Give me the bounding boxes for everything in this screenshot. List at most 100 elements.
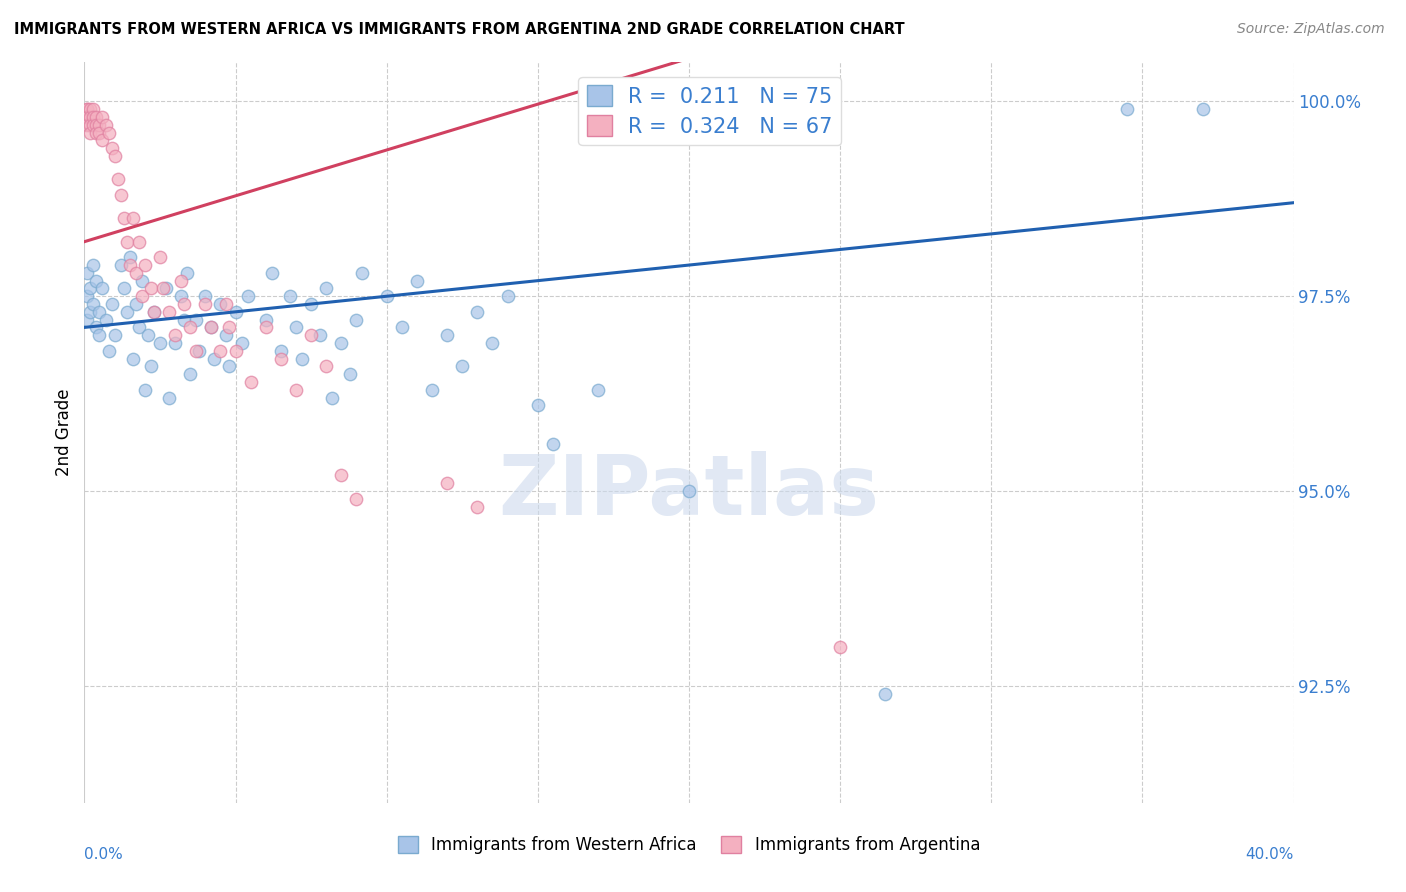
Point — [139, 359, 162, 374]
Point — [82, 110, 104, 124]
Point — [89, 328, 111, 343]
Point — [79, 110, 101, 124]
Point — [121, 211, 143, 226]
Point — [134, 258, 156, 272]
Point — [346, 312, 368, 326]
Point — [315, 281, 337, 295]
Point — [200, 320, 222, 334]
Point — [110, 188, 132, 202]
Point — [527, 398, 550, 412]
Point — [82, 102, 104, 116]
Point — [299, 328, 322, 343]
Point — [352, 266, 374, 280]
Point — [79, 281, 101, 295]
Text: 40.0%: 40.0% — [1246, 847, 1294, 863]
Point — [218, 359, 240, 374]
Point — [94, 118, 117, 132]
Point — [309, 328, 332, 343]
Point — [179, 367, 201, 381]
Point — [406, 274, 429, 288]
Point — [89, 126, 111, 140]
Point — [451, 359, 474, 374]
Point — [107, 172, 129, 186]
Point — [104, 149, 127, 163]
Point — [678, 484, 700, 499]
Point — [128, 235, 150, 249]
Point — [339, 367, 361, 381]
Point — [346, 491, 368, 506]
Point — [165, 328, 187, 343]
Text: 0.0%: 0.0% — [84, 847, 124, 863]
Text: ZIPatlas: ZIPatlas — [499, 451, 879, 533]
Point — [86, 320, 108, 334]
Point — [200, 320, 222, 334]
Point — [1192, 102, 1215, 116]
Point — [121, 351, 143, 366]
Point — [239, 375, 262, 389]
Point — [173, 312, 195, 326]
Point — [86, 274, 108, 288]
Point — [436, 476, 458, 491]
Point — [86, 118, 108, 132]
Point — [496, 289, 519, 303]
Point — [170, 289, 193, 303]
Point — [321, 391, 343, 405]
Point — [134, 383, 156, 397]
Point — [830, 640, 852, 654]
Point — [125, 266, 148, 280]
Legend: Immigrants from Western Africa, Immigrants from Argentina: Immigrants from Western Africa, Immigran… — [391, 830, 987, 861]
Point — [131, 289, 153, 303]
Point — [82, 118, 104, 132]
Point — [112, 281, 135, 295]
Point — [270, 343, 292, 358]
Point — [76, 289, 98, 303]
Point — [89, 118, 111, 132]
Point — [149, 250, 172, 264]
Point — [110, 258, 132, 272]
Point — [285, 320, 308, 334]
Point — [91, 281, 114, 295]
Point — [173, 297, 195, 311]
Point — [481, 336, 503, 351]
Point — [215, 297, 238, 311]
Point — [254, 320, 277, 334]
Point — [136, 328, 159, 343]
Point — [194, 297, 217, 311]
Point — [94, 312, 117, 326]
Point — [86, 110, 108, 124]
Point — [270, 351, 292, 366]
Point — [76, 118, 98, 132]
Point — [97, 343, 120, 358]
Point — [236, 289, 259, 303]
Point — [139, 281, 162, 295]
Point — [420, 383, 443, 397]
Point — [79, 305, 101, 319]
Point — [875, 687, 897, 701]
Point — [215, 328, 238, 343]
Point — [202, 351, 225, 366]
Point — [104, 328, 127, 343]
Point — [157, 305, 180, 319]
Point — [231, 336, 253, 351]
Point — [91, 110, 114, 124]
Point — [467, 500, 489, 514]
Point — [86, 126, 108, 140]
Point — [188, 343, 211, 358]
Point — [128, 320, 150, 334]
Point — [165, 336, 187, 351]
Point — [218, 320, 240, 334]
Point — [76, 110, 98, 124]
Point — [100, 141, 122, 155]
Point — [115, 235, 138, 249]
Point — [291, 351, 314, 366]
Point — [170, 274, 193, 288]
Point — [79, 126, 101, 140]
Point — [79, 102, 101, 116]
Point — [1116, 102, 1139, 116]
Point — [91, 133, 114, 147]
Point — [588, 383, 610, 397]
Point — [209, 297, 232, 311]
Point — [315, 359, 337, 374]
Point — [330, 336, 353, 351]
Point — [76, 312, 98, 326]
